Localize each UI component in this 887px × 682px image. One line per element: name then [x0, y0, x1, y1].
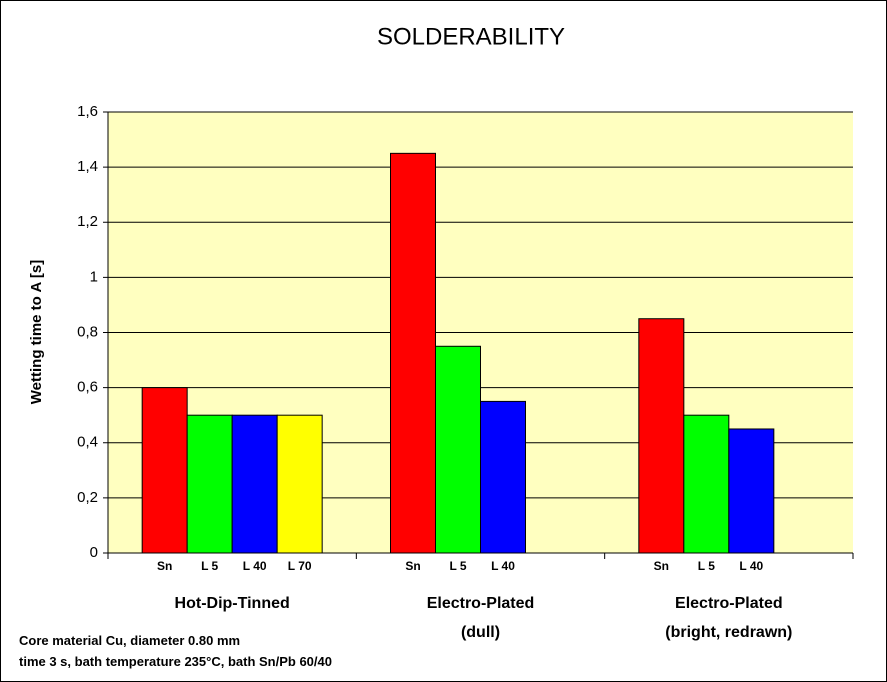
y-tick-label: 1,4 [77, 158, 98, 175]
bar [435, 345, 481, 554]
y-tick-label: 1 [90, 268, 98, 285]
y-axis-label: Wetting time to A [s] [28, 260, 45, 404]
bar [186, 414, 233, 554]
bar-series-label: L 40 [491, 559, 515, 573]
bar-series-label: L 5 [698, 559, 715, 573]
y-tick-label: 0 [90, 544, 98, 561]
y-tick-label: 0,8 [77, 323, 98, 340]
bar [276, 414, 323, 554]
footnote: time 3 s, bath temperature 235°C, bath S… [19, 654, 332, 669]
bar-series-label: L 5 [201, 559, 218, 573]
bar [480, 400, 526, 554]
bar-series-label: Sn [405, 559, 420, 573]
bar [390, 152, 436, 554]
bar-series-label: L 40 [243, 559, 267, 573]
bar-series-label: Sn [654, 559, 669, 573]
bar [728, 428, 775, 554]
y-tick-label: 1,2 [77, 213, 98, 230]
bar [683, 414, 730, 554]
x-category-label: Electro-Plated (dull) [426, 595, 535, 641]
y-tick-label: 0,6 [77, 379, 98, 396]
bar-series-label: L 40 [739, 559, 763, 573]
y-tick-label: 0,2 [77, 489, 98, 506]
bar-series-label: L 5 [449, 559, 466, 573]
bar-series-label: L 70 [288, 559, 312, 573]
bar [231, 414, 278, 554]
bar [141, 387, 188, 554]
y-tick-label: 0,4 [77, 434, 98, 451]
x-category-label: Electro-Plated (bright, redrawn) [665, 595, 793, 641]
y-tick-label: 1,6 [77, 103, 98, 120]
footnote: Core material Cu, diameter 0.80 mm [19, 633, 241, 648]
x-category-label: Hot-Dip-Tinned [174, 595, 290, 612]
chart-title: SOLDERABILITY [377, 23, 565, 50]
bar-series-label: Sn [157, 559, 172, 573]
bar [638, 318, 685, 554]
